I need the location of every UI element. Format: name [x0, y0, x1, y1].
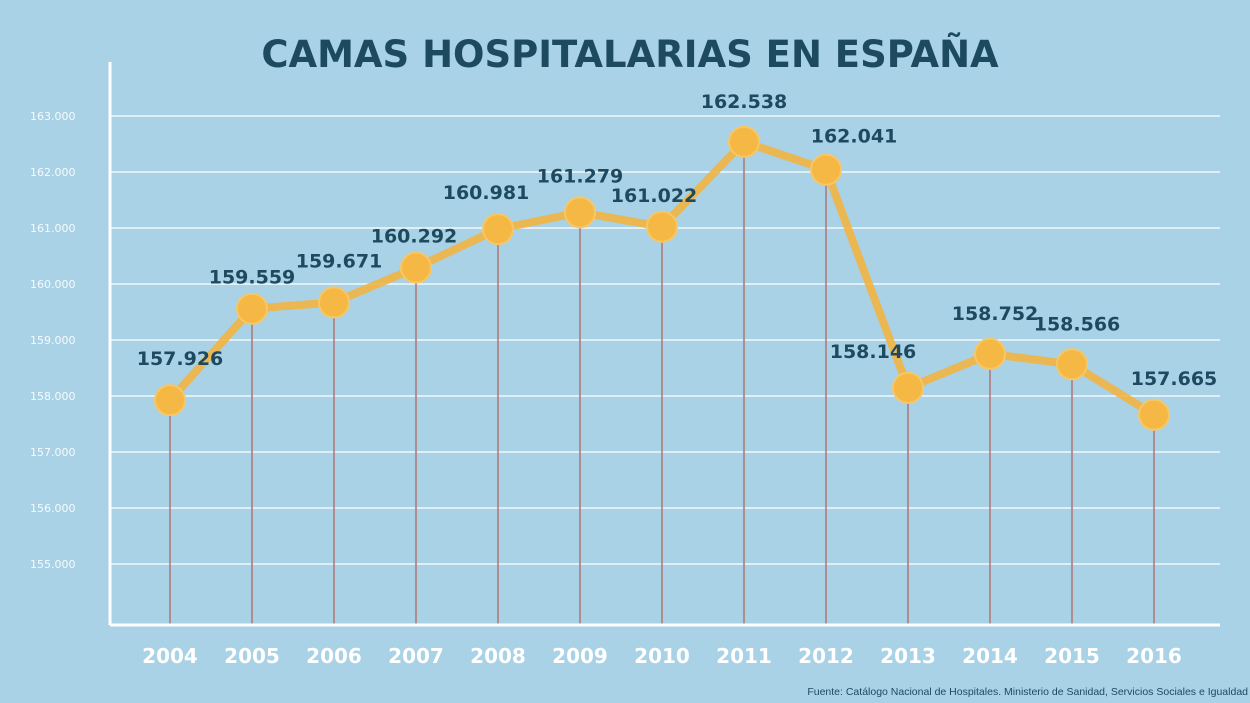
data-points	[154, 125, 1170, 431]
y-tick-label: 155.000	[30, 558, 76, 571]
data-label: 159.671	[296, 250, 383, 272]
y-tick-label: 158.000	[30, 390, 76, 403]
data-point	[400, 251, 432, 284]
chart-title: CAMAS HOSPITALARIAS EN ESPAÑA	[261, 32, 999, 76]
data-label: 157.665	[1131, 368, 1218, 390]
data-point	[154, 384, 186, 417]
y-tick-label: 159.000	[30, 334, 76, 347]
x-tick-label: 2015	[1044, 644, 1100, 668]
y-tick-label: 160.000	[30, 278, 76, 291]
x-tick-label: 2004	[142, 644, 198, 668]
stems	[169, 141, 1155, 625]
data-point	[892, 371, 924, 404]
x-tick-label: 2009	[552, 644, 608, 668]
y-tick-label: 161.000	[30, 222, 76, 235]
data-label: 158.146	[830, 341, 917, 363]
x-tick-label: 2007	[388, 644, 444, 668]
grid	[110, 115, 1220, 565]
data-label: 157.926	[137, 348, 224, 370]
data-label: 158.566	[1034, 313, 1121, 335]
x-tick-label: 2010	[634, 644, 690, 668]
data-label: 160.292	[371, 226, 458, 248]
x-tick-label: 2008	[470, 644, 526, 668]
source-note: Fuente: Catálogo Nacional de Hospitales.…	[807, 686, 1248, 698]
x-tick-label: 2016	[1126, 644, 1182, 668]
data-point	[646, 210, 678, 243]
data-label: 161.022	[611, 185, 698, 207]
x-tick-label: 2013	[880, 644, 936, 668]
data-label: 162.041	[811, 126, 898, 148]
y-tick-label: 162.000	[30, 166, 76, 179]
data-label: 158.752	[952, 303, 1039, 325]
x-tick-label: 2014	[962, 644, 1018, 668]
y-tick-label: 163.000	[30, 110, 76, 123]
data-point	[318, 286, 350, 319]
data-label: 162.538	[701, 91, 788, 113]
x-tick-label: 2012	[798, 644, 854, 668]
y-tick-label: 156.000	[30, 502, 76, 515]
x-tick-label: 2011	[716, 644, 772, 668]
data-point	[1056, 348, 1088, 381]
data-point	[974, 337, 1006, 370]
data-point	[482, 213, 514, 246]
data-label: 159.559	[209, 267, 296, 289]
data-point	[728, 125, 760, 158]
data-label: 160.981	[443, 182, 530, 204]
y-tick-label: 157.000	[30, 446, 76, 459]
y-axis-ticks: 155.000 156.000 157.000 158.000 159.000 160.0…	[30, 110, 76, 571]
data-point	[564, 196, 596, 229]
x-tick-label: 2005	[224, 644, 280, 668]
data-point	[236, 292, 268, 325]
data-label: 161.279	[537, 165, 624, 187]
x-axis-ticks: 2004 2005 2006 2007 2008 2009 2010 2011 2012 2013…	[142, 644, 1182, 668]
data-point	[1138, 398, 1170, 431]
x-tick-label: 2006	[306, 644, 362, 668]
data-point	[810, 153, 842, 186]
